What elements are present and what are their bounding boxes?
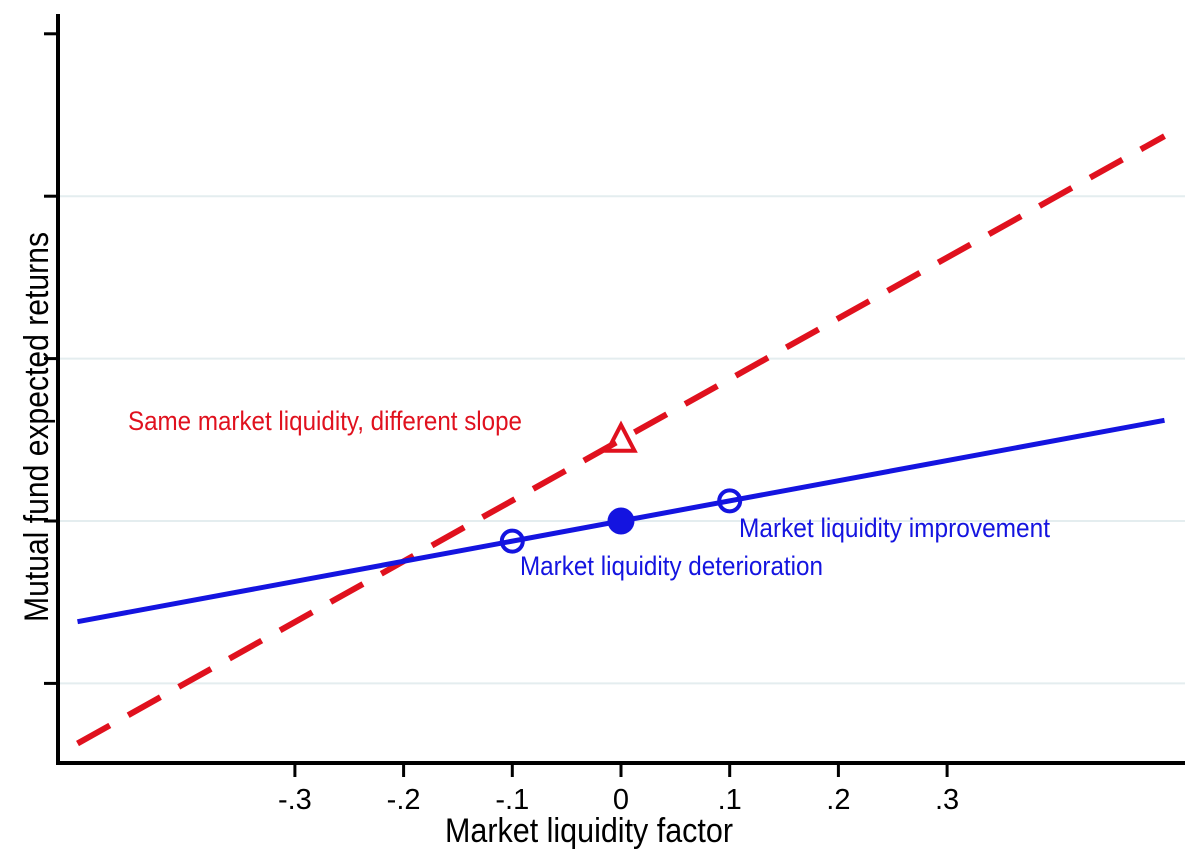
series-line-red <box>76 133 1166 747</box>
x-tick-label: 0 <box>613 784 629 816</box>
x-tick-label: -.3 <box>278 784 312 816</box>
annotation-label-0: Same market liquidity, different slope <box>128 406 522 436</box>
x-tick-label: -.1 <box>495 784 529 816</box>
annotation-label-1: Market liquidity deterioration <box>520 551 823 581</box>
marker-open-circle <box>499 528 525 554</box>
x-tick-label: .1 <box>718 784 742 816</box>
marker-filled-circle <box>607 507 635 535</box>
x-tick-label: .2 <box>826 784 850 816</box>
x-tick-label: -.2 <box>387 784 421 816</box>
x-axis-title: Market liquidity factor <box>445 812 733 850</box>
marker-open-circle <box>717 488 743 514</box>
annotation-label-2: Market liquidity improvement <box>739 513 1050 543</box>
y-axis-title: Mutual fund expected returns <box>18 232 56 622</box>
marker-open-triangle <box>604 420 638 453</box>
x-tick-label: .3 <box>935 784 959 816</box>
